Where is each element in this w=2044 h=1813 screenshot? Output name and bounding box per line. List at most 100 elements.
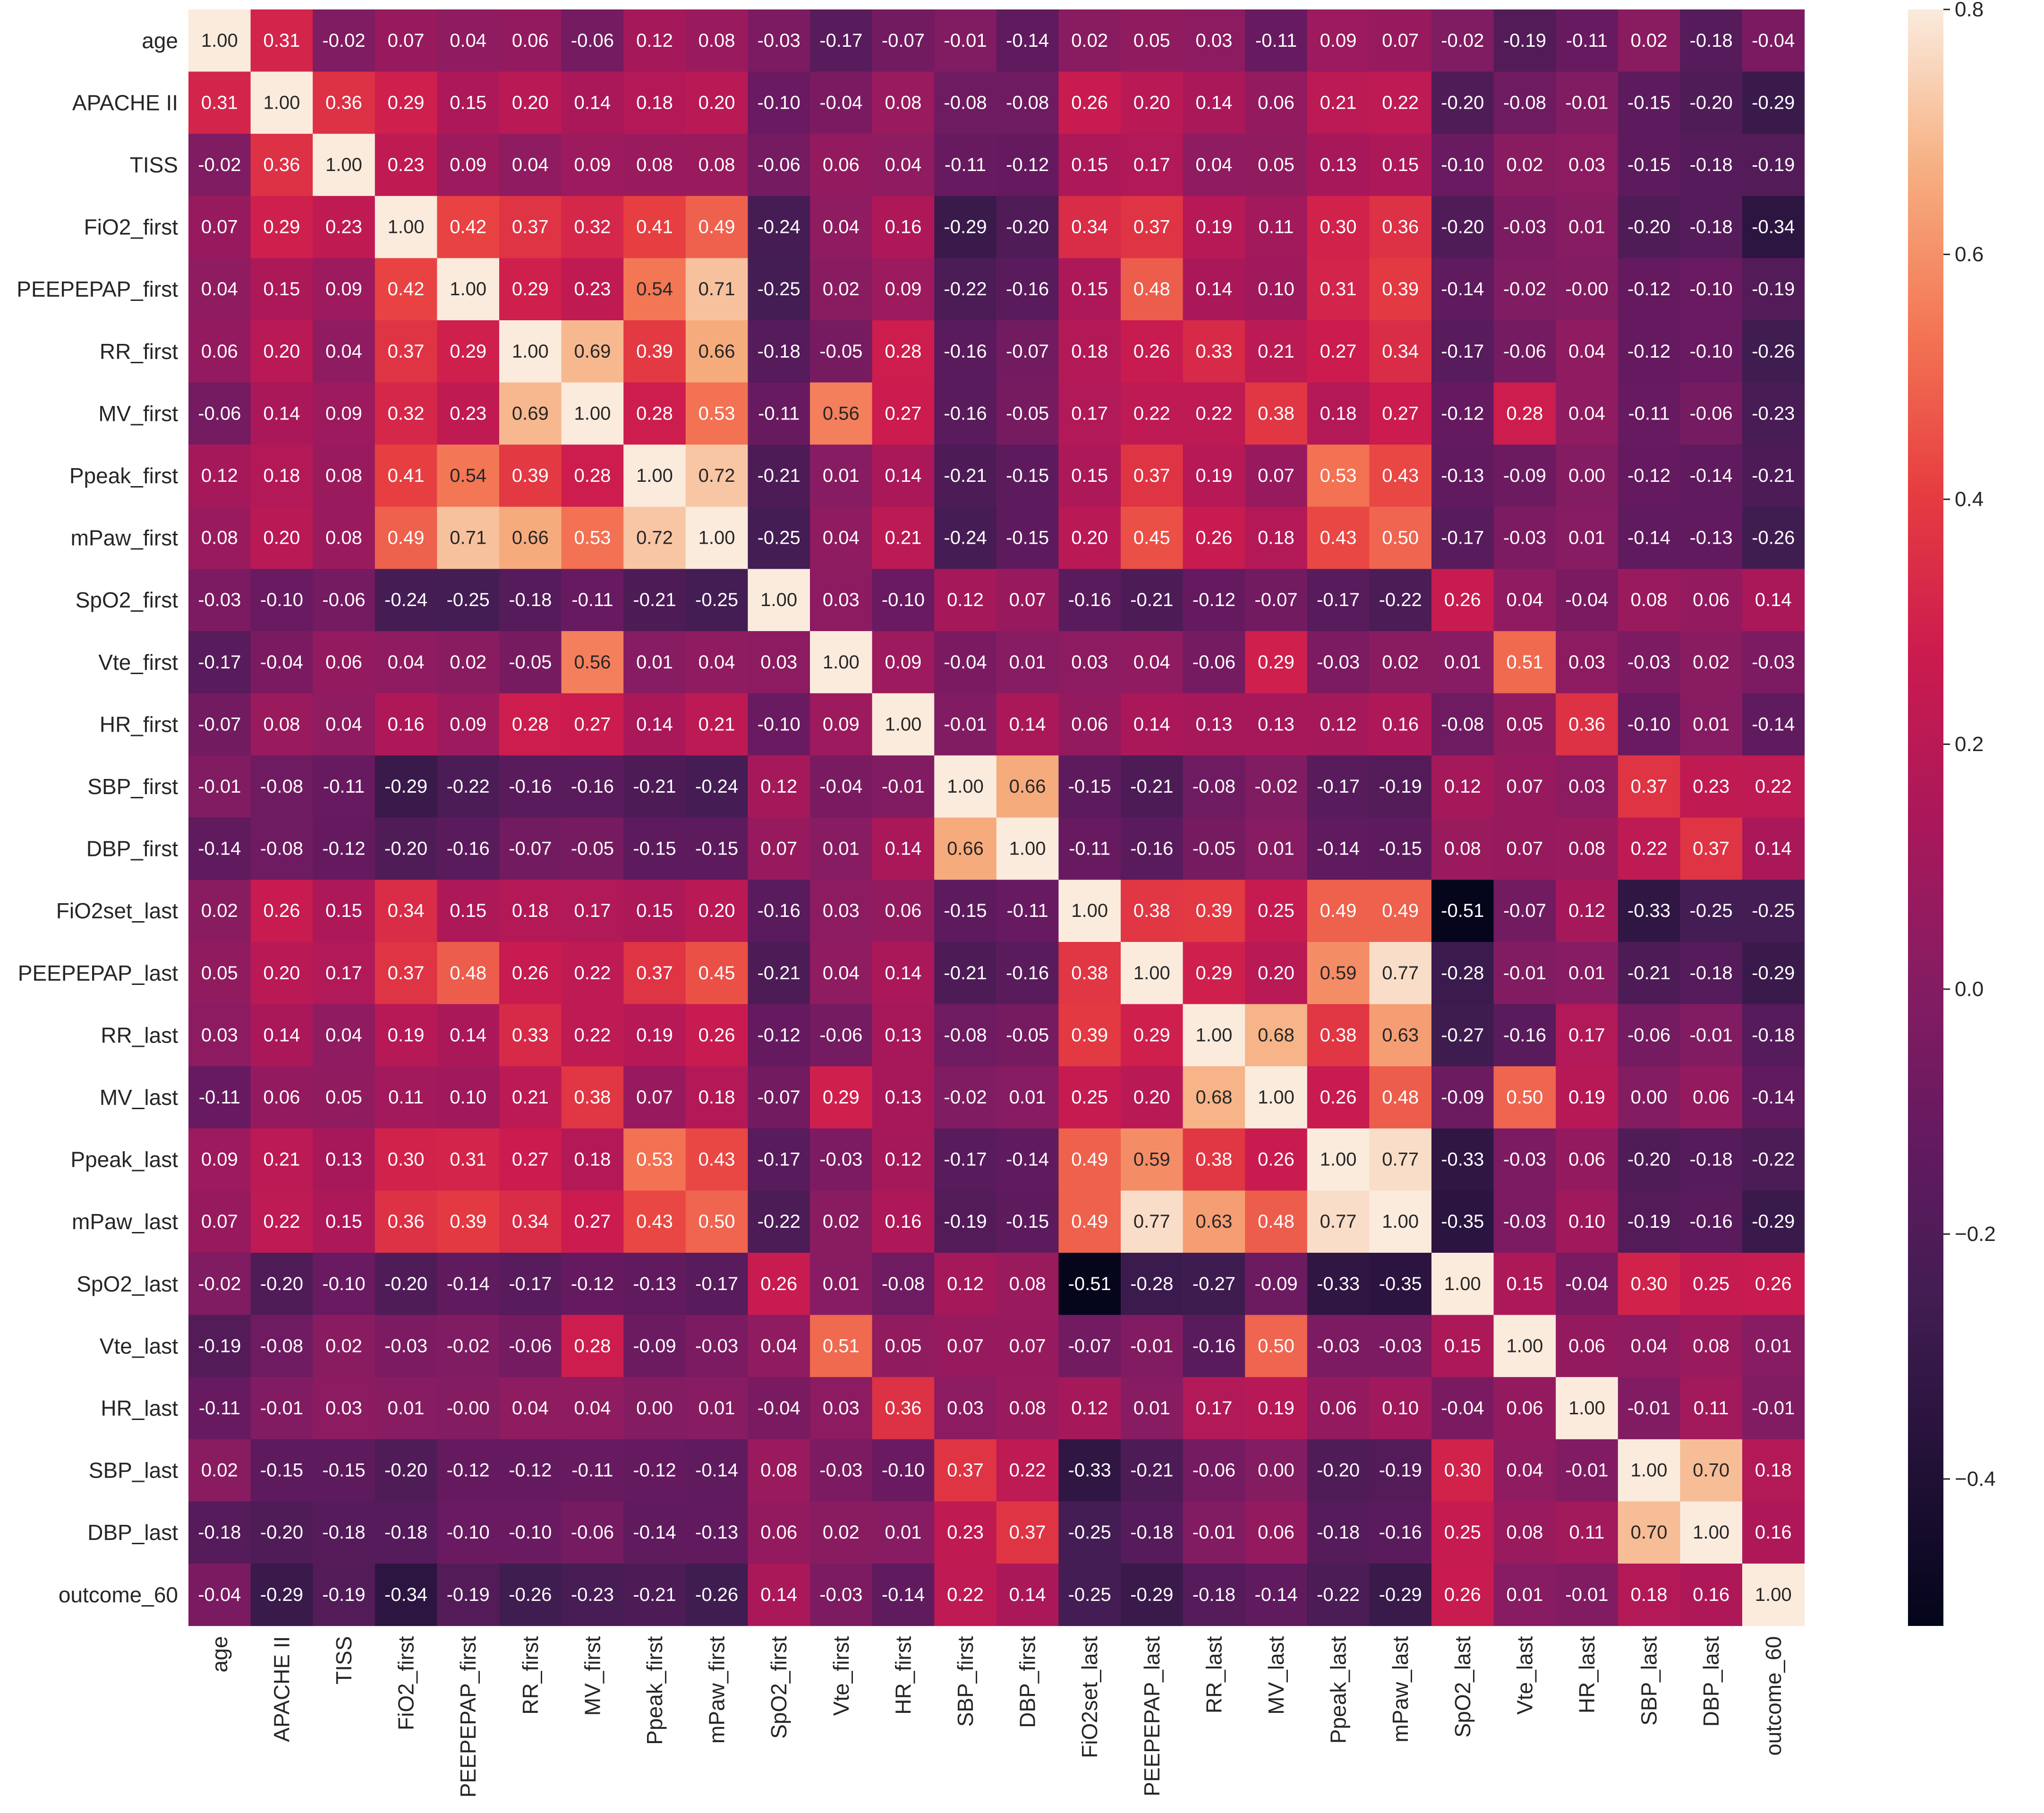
heatmap-cell [561, 1377, 624, 1440]
cell-value-label: -0.15 [1006, 528, 1049, 548]
heatmap-cell [1183, 1439, 1245, 1502]
heatmap-cells [188, 9, 1805, 1626]
heatmap-cell [1183, 817, 1245, 880]
cell-value-label: -0.15 [1627, 154, 1670, 175]
cell-value-label: 0.27 [1320, 341, 1357, 362]
cell-value-label: 0.17 [325, 963, 362, 983]
cell-value-label: 0.23 [947, 1522, 984, 1543]
heatmap-cell [1618, 1066, 1680, 1129]
cell-value-label: 0.38 [1195, 1149, 1232, 1170]
heatmap-cell [499, 1128, 562, 1191]
cell-value-label: 1.00 [1133, 963, 1170, 983]
heatmap-cell [250, 196, 313, 258]
cell-value-label: -0.18 [1690, 30, 1733, 51]
cell-value-label: 0.69 [512, 403, 549, 424]
cell-value-label: 0.08 [1009, 1398, 1046, 1419]
cell-value-label: 0.02 [823, 279, 860, 299]
heatmap-cell [1369, 693, 1432, 756]
heatmap-cell [1369, 1377, 1432, 1440]
heatmap-cell [872, 1004, 935, 1067]
cell-value-label: 0.29 [263, 217, 300, 238]
cell-value-label: -0.18 [1317, 1522, 1360, 1543]
cell-value-label: 0.01 [823, 465, 860, 486]
cell-value-label: -0.03 [819, 1149, 862, 1170]
cell-value-label: -0.06 [322, 590, 365, 610]
cell-value-label: 0.25 [1693, 1274, 1729, 1294]
heatmap-cell [1245, 880, 1308, 942]
heatmap-cell [1493, 1004, 1556, 1067]
heatmap-cell [375, 1190, 437, 1253]
heatmap-cell [934, 880, 997, 942]
cell-value-label: 0.03 [1568, 154, 1605, 175]
cell-value-label: -0.10 [260, 590, 303, 610]
heatmap-cell [1618, 755, 1680, 818]
heatmap-cell [748, 1564, 810, 1626]
cell-value-label: 0.36 [325, 92, 362, 113]
colorbar-tick-label: −0.2 [1955, 1223, 1996, 1246]
heatmap-cell [1307, 258, 1370, 321]
heatmap-cell [1618, 382, 1680, 445]
cell-value-label: 0.16 [885, 217, 921, 238]
cell-value-label: -0.01 [1130, 1335, 1173, 1356]
heatmap-cell [1245, 942, 1308, 1005]
heatmap-cell [313, 693, 375, 756]
heatmap-cell [1121, 71, 1184, 134]
heatmap-cell [996, 1564, 1059, 1626]
heatmap-cell [561, 258, 624, 321]
cell-value-label: 0.29 [512, 279, 549, 299]
heatmap-cell [1742, 1564, 1805, 1626]
cell-value-label: 0.30 [1444, 1460, 1481, 1481]
heatmap-cell [748, 1315, 810, 1377]
heatmap-cell [1556, 755, 1618, 818]
cell-value-label: -0.18 [509, 590, 552, 610]
heatmap-cell [1493, 1253, 1556, 1316]
heatmap-cell [685, 320, 748, 383]
cell-value-label: -0.01 [1503, 963, 1546, 983]
heatmap-cell [1431, 693, 1494, 756]
cell-value-label: -0.24 [695, 776, 738, 797]
cell-value-label: 0.09 [1320, 30, 1357, 51]
cell-value-label: 0.77 [1133, 1211, 1170, 1232]
cell-value-label: 0.15 [1071, 465, 1108, 486]
cell-value-label: 0.36 [1382, 217, 1419, 238]
cell-value-label: -0.11 [945, 154, 986, 175]
cell-value-label: 0.39 [450, 1211, 486, 1232]
heatmap-cell [872, 942, 935, 1005]
heatmap-cell [1245, 382, 1308, 445]
heatmap-cell [188, 942, 251, 1005]
heatmap-cell [1183, 9, 1245, 72]
x-tick-label: Ppeak_last [1326, 1636, 1351, 1744]
heatmap-cell [437, 506, 500, 569]
cell-value-label: -0.15 [260, 1460, 303, 1481]
x-tick-label: FiO2_first [394, 1636, 418, 1730]
cell-value-label: 0.13 [1320, 154, 1357, 175]
heatmap-cell [996, 382, 1059, 445]
heatmap-cell [1556, 1128, 1618, 1191]
cell-value-label: 0.11 [388, 1087, 424, 1108]
heatmap-cell [1369, 1315, 1432, 1377]
cell-value-label: 0.18 [1631, 1584, 1668, 1605]
heatmap-cell [810, 320, 873, 383]
cell-value-label: 0.15 [450, 900, 486, 921]
cell-value-label: 0.42 [450, 217, 486, 238]
heatmap-cell [1183, 445, 1245, 507]
cell-value-label: 0.16 [885, 1211, 921, 1232]
heatmap-cell [623, 693, 686, 756]
cell-value-label: -0.10 [758, 714, 801, 735]
cell-value-label: 1.00 [1506, 1335, 1543, 1356]
cell-value-label: -0.20 [1690, 92, 1733, 113]
heatmap-cell [250, 631, 313, 694]
heatmap-cell [623, 1439, 686, 1502]
heatmap-cell [623, 196, 686, 258]
cell-value-label: 0.14 [885, 465, 921, 486]
cell-value-label: 0.10 [1382, 1398, 1419, 1419]
heatmap-cell [1618, 942, 1680, 1005]
heatmap-cell [1556, 196, 1618, 258]
cell-value-label: -0.25 [1068, 1522, 1111, 1543]
heatmap-cell [561, 9, 624, 72]
heatmap-cell [1058, 1253, 1121, 1316]
heatmap-cell [872, 569, 935, 632]
heatmap-cell [1307, 1315, 1370, 1377]
heatmap-cell [1742, 880, 1805, 942]
